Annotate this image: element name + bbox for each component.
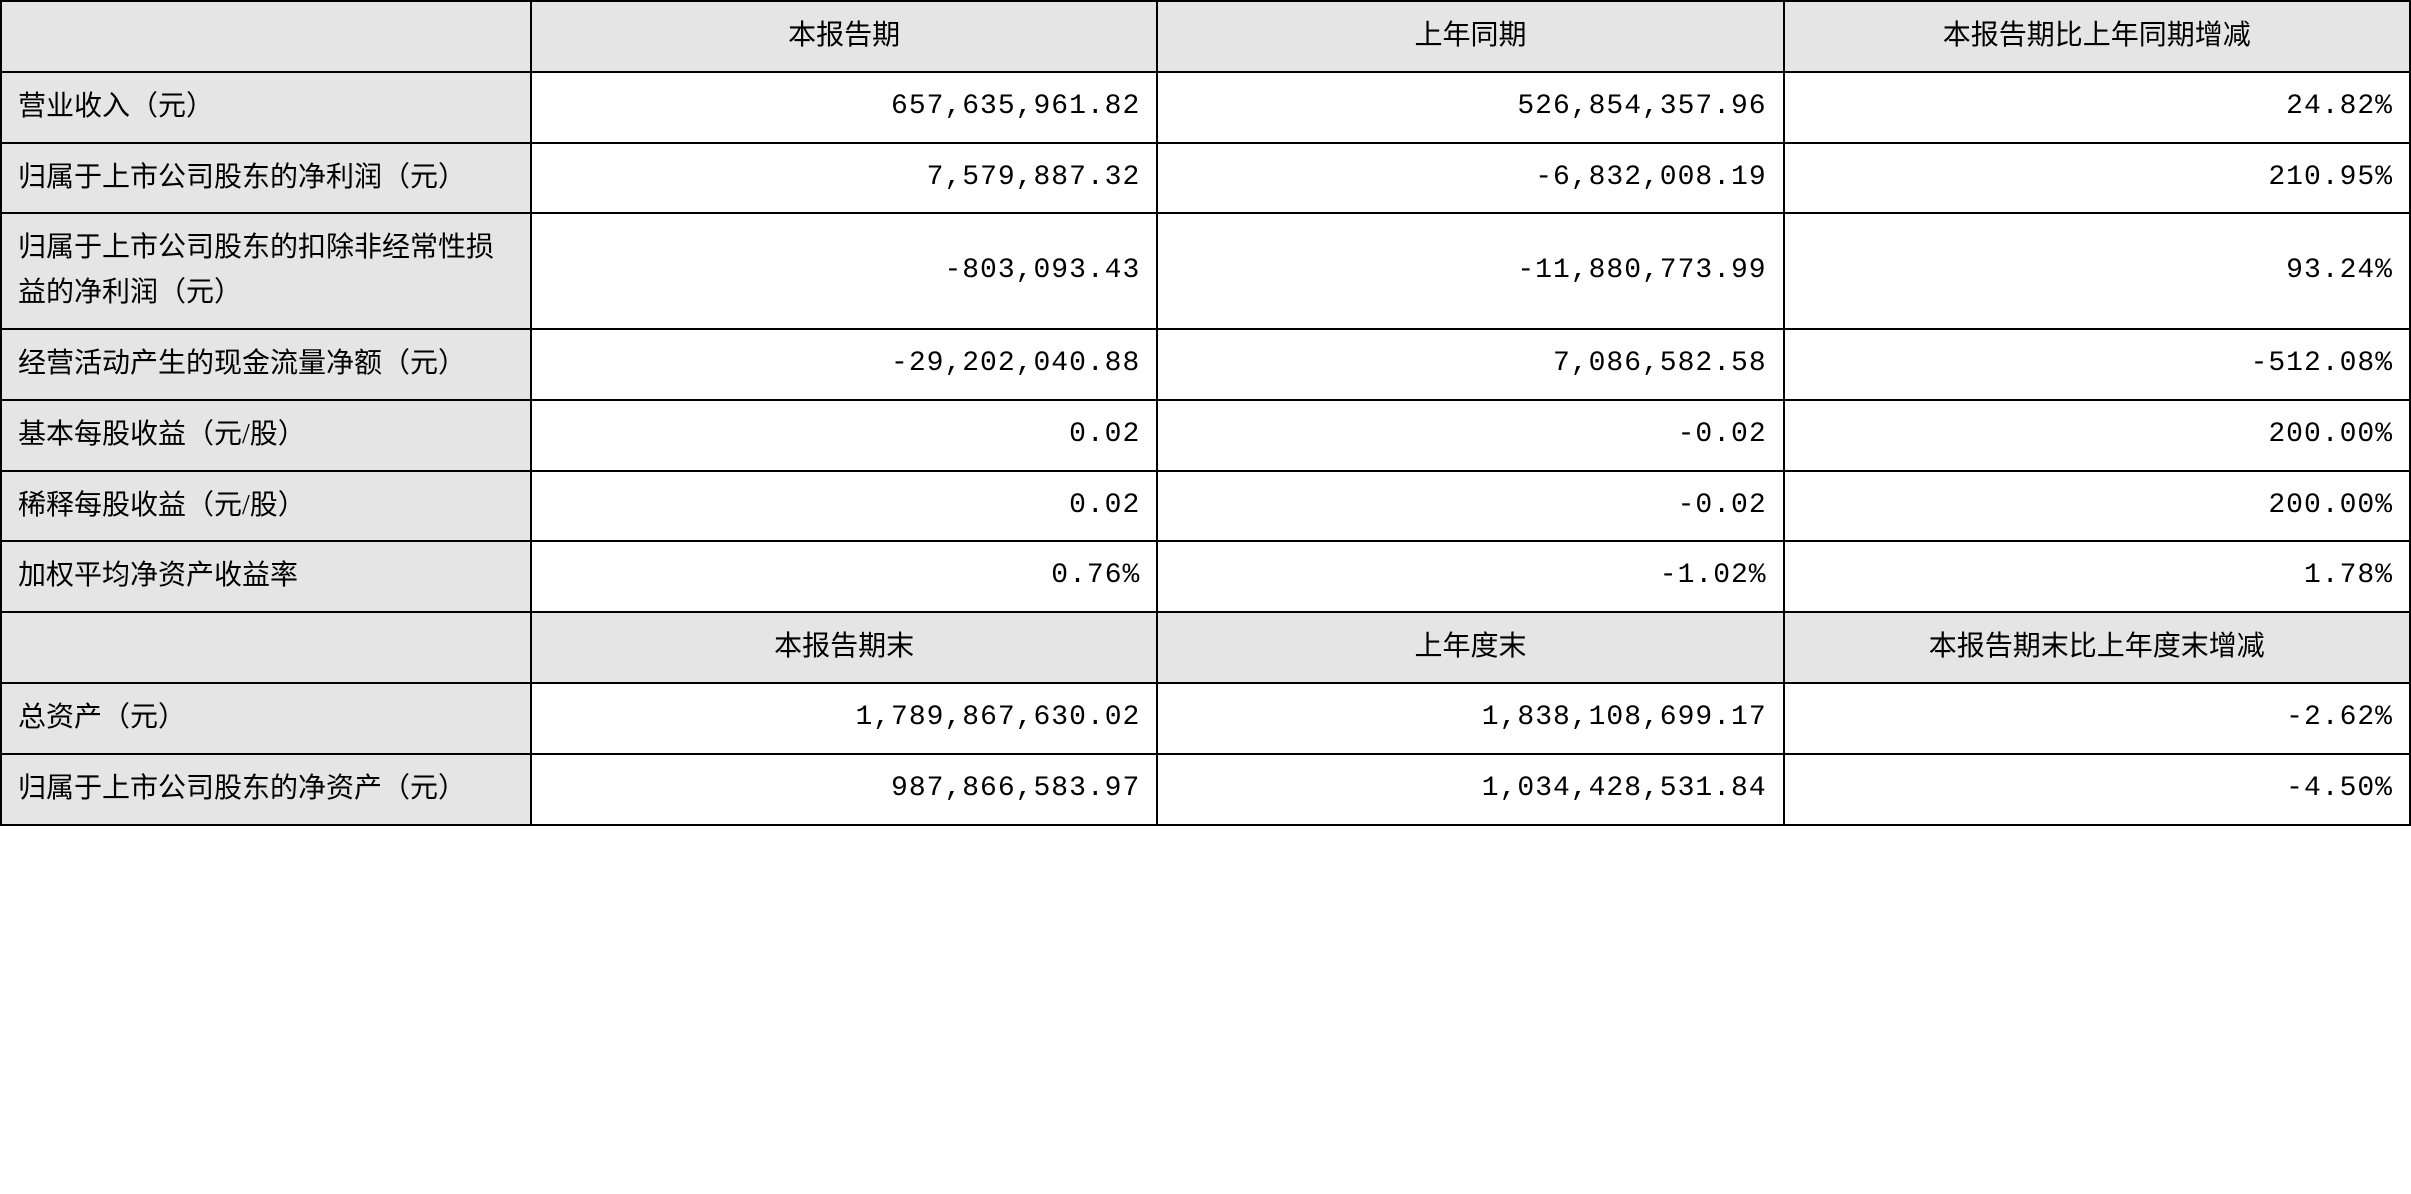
table-row: 营业收入（元） 657,635,961.82 526,854,357.96 24… [1,72,2410,143]
row-previous: -6,832,008.19 [1157,143,1783,214]
table-row: 经营活动产生的现金流量净额（元） -29,202,040.88 7,086,58… [1,329,2410,400]
row-label: 总资产（元） [1,683,531,754]
row-change: -512.08% [1784,329,2410,400]
row-current: 657,635,961.82 [531,72,1157,143]
table-row: 归属于上市公司股东的净资产（元） 987,866,583.97 1,034,42… [1,754,2410,825]
header-blank-1 [1,1,531,72]
header-change-pct: 本报告期比上年同期增减 [1784,1,2410,72]
row-previous: -11,880,773.99 [1157,213,1783,329]
header-year-end: 上年度末 [1157,612,1783,683]
row-current: -29,202,040.88 [531,329,1157,400]
header-change-pct-2: 本报告期末比上年度末增减 [1784,612,2410,683]
row-previous: 1,838,108,699.17 [1157,683,1783,754]
row-label: 加权平均净资产收益率 [1,541,531,612]
row-previous: -1.02% [1157,541,1783,612]
row-change: -4.50% [1784,754,2410,825]
row-previous: 526,854,357.96 [1157,72,1783,143]
header-current-period: 本报告期 [531,1,1157,72]
row-label: 经营活动产生的现金流量净额（元） [1,329,531,400]
table-header-row-2: 本报告期末 上年度末 本报告期末比上年度末增减 [1,612,2410,683]
row-previous: -0.02 [1157,400,1783,471]
table-row: 归属于上市公司股东的净利润（元） 7,579,887.32 -6,832,008… [1,143,2410,214]
row-previous: -0.02 [1157,471,1783,542]
table-row: 稀释每股收益（元/股） 0.02 -0.02 200.00% [1,471,2410,542]
row-current: 0.76% [531,541,1157,612]
table-row: 总资产（元） 1,789,867,630.02 1,838,108,699.17… [1,683,2410,754]
row-label: 基本每股收益（元/股） [1,400,531,471]
table-body: 本报告期 上年同期 本报告期比上年同期增减 营业收入（元） 657,635,96… [1,1,2410,825]
table-row: 基本每股收益（元/股） 0.02 -0.02 200.00% [1,400,2410,471]
financial-data-table: 本报告期 上年同期 本报告期比上年同期增减 营业收入（元） 657,635,96… [0,0,2411,826]
row-change: 93.24% [1784,213,2410,329]
row-change: 200.00% [1784,471,2410,542]
row-change: 210.95% [1784,143,2410,214]
row-current: 0.02 [531,400,1157,471]
row-previous: 1,034,428,531.84 [1157,754,1783,825]
table-row: 加权平均净资产收益率 0.76% -1.02% 1.78% [1,541,2410,612]
row-change: -2.62% [1784,683,2410,754]
row-label: 归属于上市公司股东的净资产（元） [1,754,531,825]
row-change: 1.78% [1784,541,2410,612]
row-current: 1,789,867,630.02 [531,683,1157,754]
row-change: 24.82% [1784,72,2410,143]
row-current: -803,093.43 [531,213,1157,329]
row-change: 200.00% [1784,400,2410,471]
row-current: 0.02 [531,471,1157,542]
row-previous: 7,086,582.58 [1157,329,1783,400]
table-header-row-1: 本报告期 上年同期 本报告期比上年同期增减 [1,1,2410,72]
row-label: 归属于上市公司股东的扣除非经常性损益的净利润（元） [1,213,531,329]
row-current: 7,579,887.32 [531,143,1157,214]
row-label: 营业收入（元） [1,72,531,143]
header-previous-period: 上年同期 [1157,1,1783,72]
row-label: 稀释每股收益（元/股） [1,471,531,542]
table-row: 归属于上市公司股东的扣除非经常性损益的净利润（元） -803,093.43 -1… [1,213,2410,329]
header-blank-2 [1,612,531,683]
row-current: 987,866,583.97 [531,754,1157,825]
row-label: 归属于上市公司股东的净利润（元） [1,143,531,214]
header-period-end: 本报告期末 [531,612,1157,683]
